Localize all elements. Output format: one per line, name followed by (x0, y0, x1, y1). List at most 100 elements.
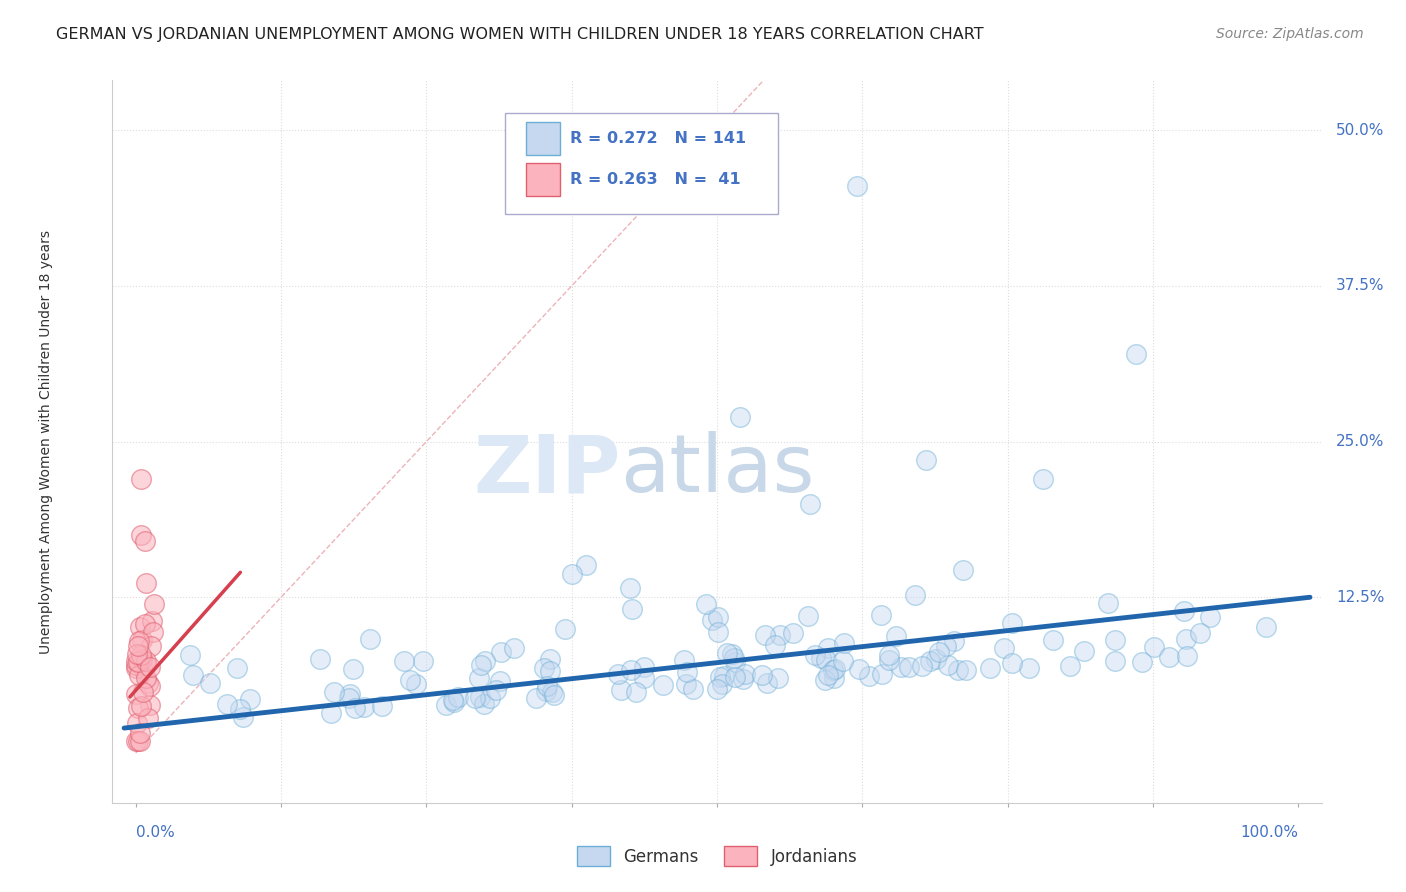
Point (713, 669, 735, 683)
Point (1073, 643, 1095, 657)
Point (139, 660, 162, 674)
Text: R = 0.272   N = 141: R = 0.272 N = 141 (569, 130, 745, 145)
Point (730, 409, 752, 424)
Point (710, 677, 733, 691)
Point (125, 686, 148, 700)
Point (200, 676, 222, 690)
Point (125, 733, 148, 747)
Point (620, 663, 643, 677)
Point (398, 673, 420, 688)
Text: 100.0%: 100.0% (1240, 825, 1298, 840)
Point (928, 645, 950, 659)
Point (128, 668, 150, 682)
Point (538, 664, 561, 678)
Point (441, 692, 464, 706)
Point (823, 663, 845, 677)
Point (936, 658, 959, 673)
Point (769, 628, 792, 642)
Point (763, 638, 786, 652)
Point (682, 681, 704, 696)
Point (468, 672, 491, 686)
Point (337, 690, 360, 705)
Point (733, 672, 755, 686)
Point (129, 652, 152, 666)
Text: ZIP: ZIP (472, 432, 620, 509)
Point (870, 607, 893, 622)
Point (877, 648, 900, 663)
Point (125, 716, 148, 731)
Point (479, 691, 502, 706)
Point (1018, 661, 1040, 675)
Point (911, 658, 934, 673)
Point (817, 641, 839, 656)
Point (624, 685, 647, 699)
Point (534, 684, 557, 698)
Point (723, 650, 745, 665)
Point (135, 653, 157, 667)
Point (823, 671, 845, 685)
Point (993, 641, 1015, 656)
Point (343, 701, 366, 715)
Point (131, 632, 153, 647)
Text: R = 0.263   N =  41: R = 0.263 N = 41 (569, 172, 740, 187)
Point (554, 622, 576, 636)
Point (652, 678, 675, 692)
Point (141, 614, 163, 628)
Point (541, 685, 564, 699)
Point (138, 711, 160, 725)
Point (754, 628, 776, 642)
Point (128, 656, 150, 670)
Point (134, 534, 156, 549)
Point (142, 597, 165, 611)
FancyBboxPatch shape (526, 163, 560, 196)
Point (503, 641, 526, 656)
Point (536, 679, 558, 693)
Point (706, 610, 728, 624)
Point (716, 646, 738, 660)
Point (371, 698, 394, 713)
Point (412, 654, 434, 668)
Point (322, 684, 344, 698)
Point (339, 687, 361, 701)
Point (179, 648, 201, 662)
Point (884, 629, 907, 643)
Point (125, 661, 148, 675)
Point (832, 654, 855, 668)
Point (141, 639, 163, 653)
Point (672, 653, 695, 667)
Point (1125, 347, 1147, 361)
Point (1143, 640, 1166, 654)
Point (1042, 633, 1064, 648)
Point (848, 662, 870, 676)
Point (181, 668, 204, 682)
Point (447, 690, 470, 704)
Point (129, 528, 152, 542)
Point (751, 667, 773, 681)
Text: Unemployment Among Women with Children Under 18 years: Unemployment Among Women with Children U… (39, 229, 53, 654)
Point (215, 697, 238, 711)
Point (125, 654, 148, 668)
Point (470, 690, 492, 705)
Point (405, 676, 427, 690)
Point (872, 667, 894, 681)
Point (139, 698, 162, 712)
Point (127, 655, 149, 669)
Text: GERMAN VS JORDANIAN UNEMPLOYMENT AMONG WOMEN WITH CHILDREN UNDER 18 YEARS CORREL: GERMAN VS JORDANIAN UNEMPLOYMENT AMONG W… (56, 27, 984, 42)
Point (675, 677, 697, 691)
Point (1097, 596, 1119, 610)
Point (464, 691, 486, 706)
Point (814, 653, 837, 667)
Point (955, 663, 977, 677)
Point (915, 453, 938, 467)
Point (129, 648, 152, 662)
Point (1130, 656, 1153, 670)
Text: 12.5%: 12.5% (1336, 590, 1385, 605)
Point (845, 179, 868, 194)
Point (782, 626, 804, 640)
Point (135, 576, 157, 591)
Point (1173, 604, 1195, 618)
Point (434, 698, 457, 712)
Point (392, 654, 415, 668)
Point (804, 648, 827, 662)
Point (132, 684, 155, 698)
